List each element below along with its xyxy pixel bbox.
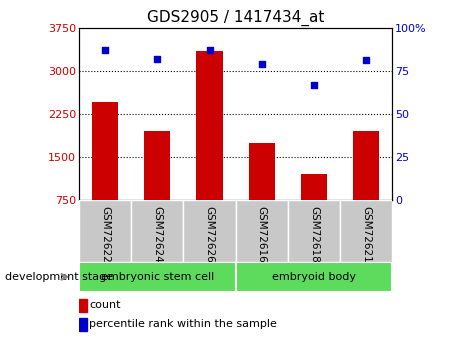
Text: GSM72618: GSM72618	[309, 206, 319, 263]
Bar	[236, 262, 392, 292]
Point	[206, 47, 213, 53]
Point	[363, 58, 370, 63]
Text: GSM72626: GSM72626	[204, 206, 215, 263]
Text: development stage: development stage	[5, 272, 113, 282]
Point	[101, 47, 109, 53]
Bar	[288, 200, 340, 262]
Bar	[144, 131, 170, 200]
Text: count: count	[89, 300, 121, 310]
Bar	[353, 131, 379, 200]
Text: percentile rank within the sample: percentile rank within the sample	[89, 319, 277, 329]
Bar	[301, 174, 327, 200]
Bar	[79, 262, 236, 292]
Bar	[236, 200, 288, 262]
Text: GSM72622: GSM72622	[100, 206, 110, 263]
Point	[310, 82, 318, 87]
Text: embryonic stem cell: embryonic stem cell	[101, 272, 214, 282]
Bar	[184, 200, 236, 262]
Bar	[249, 142, 275, 200]
Point	[258, 61, 265, 67]
Bar	[79, 318, 87, 331]
Text: embryoid body: embryoid body	[272, 272, 356, 282]
Bar	[79, 299, 87, 312]
Title: GDS2905 / 1417434_at: GDS2905 / 1417434_at	[147, 10, 324, 26]
Bar	[131, 200, 184, 262]
Text: GSM72624: GSM72624	[152, 206, 162, 263]
Text: GSM72616: GSM72616	[257, 206, 267, 263]
Bar	[197, 51, 223, 200]
Bar	[340, 200, 392, 262]
Bar	[79, 200, 131, 262]
Point	[154, 56, 161, 61]
Text: GSM72621: GSM72621	[361, 206, 371, 263]
Bar	[92, 102, 118, 200]
